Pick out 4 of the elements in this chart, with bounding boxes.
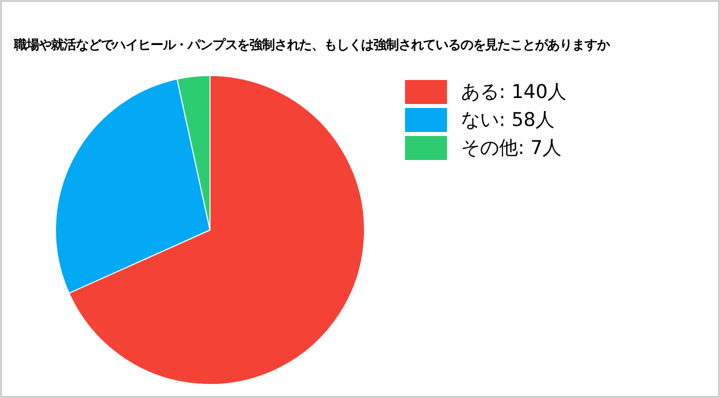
legend-label: その他: 7人 <box>461 136 562 161</box>
legend-label: ある: 140人 <box>461 80 567 105</box>
chart-title: 職場や就活などでハイヒール・パンプスを強制された、もしくは強制されているのを見たことがありますか <box>14 36 610 54</box>
legend-label: ない: 58人 <box>461 108 555 133</box>
